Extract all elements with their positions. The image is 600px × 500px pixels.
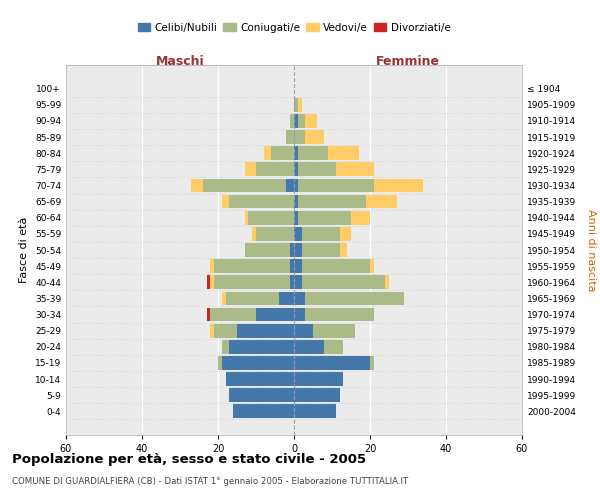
Bar [290, 260, 294, 273]
Bar [237, 324, 294, 338]
Bar [229, 340, 294, 353]
Bar [374, 178, 423, 192]
Legend: Celibi/Nubili, Coniugati/e, Vedovi/e, Divorziati/e: Celibi/Nubili, Coniugati/e, Vedovi/e, Di… [133, 18, 455, 36]
Bar [328, 146, 359, 160]
Bar [218, 356, 222, 370]
Bar [211, 324, 214, 338]
Bar [222, 292, 226, 306]
Bar [214, 276, 290, 289]
Bar [222, 340, 229, 353]
Bar [245, 162, 256, 176]
Y-axis label: Fasce di età: Fasce di età [19, 217, 29, 283]
Bar [294, 98, 298, 112]
Bar [294, 243, 302, 257]
Bar [245, 243, 290, 257]
Bar [233, 404, 294, 418]
Bar [294, 211, 298, 224]
Bar [302, 260, 370, 273]
Bar [226, 292, 279, 306]
Bar [245, 211, 248, 224]
Bar [370, 260, 374, 273]
Bar [305, 308, 374, 322]
Bar [211, 276, 214, 289]
Bar [263, 146, 271, 160]
Text: COMUNE DI GUARDIALFIERA (CB) - Dati ISTAT 1° gennaio 2005 - Elaborazione TUTTITA: COMUNE DI GUARDIALFIERA (CB) - Dati ISTA… [12, 478, 408, 486]
Bar [294, 194, 298, 208]
Text: Maschi: Maschi [155, 54, 205, 68]
Bar [206, 276, 211, 289]
Bar [302, 276, 385, 289]
Bar [294, 324, 313, 338]
Bar [256, 227, 294, 240]
Bar [305, 292, 404, 306]
Bar [305, 114, 317, 128]
Bar [298, 98, 302, 112]
Bar [226, 372, 294, 386]
Bar [271, 146, 294, 160]
Bar [214, 260, 290, 273]
Bar [290, 243, 294, 257]
Bar [298, 194, 366, 208]
Bar [211, 260, 214, 273]
Text: Femmine: Femmine [376, 54, 440, 68]
Bar [370, 356, 374, 370]
Bar [206, 308, 211, 322]
Bar [214, 324, 237, 338]
Bar [294, 404, 336, 418]
Bar [290, 276, 294, 289]
Bar [294, 114, 298, 128]
Text: Popolazione per età, sesso e stato civile - 2005: Popolazione per età, sesso e stato civil… [12, 452, 366, 466]
Bar [256, 162, 294, 176]
Bar [248, 211, 294, 224]
Bar [222, 194, 229, 208]
Bar [385, 276, 389, 289]
Bar [252, 227, 256, 240]
Bar [298, 178, 374, 192]
Bar [294, 162, 298, 176]
Bar [294, 388, 340, 402]
Bar [211, 308, 256, 322]
Bar [294, 146, 298, 160]
Bar [366, 194, 397, 208]
Bar [351, 211, 370, 224]
Bar [294, 260, 302, 273]
Bar [313, 324, 355, 338]
Bar [305, 130, 325, 144]
Bar [294, 372, 343, 386]
Bar [294, 308, 305, 322]
Bar [302, 243, 340, 257]
Bar [279, 292, 294, 306]
Bar [294, 276, 302, 289]
Bar [325, 340, 343, 353]
Bar [336, 162, 374, 176]
Bar [298, 162, 336, 176]
Bar [298, 146, 328, 160]
Bar [294, 292, 305, 306]
Bar [229, 388, 294, 402]
Bar [294, 130, 305, 144]
Bar [298, 114, 305, 128]
Bar [203, 178, 286, 192]
Bar [229, 194, 294, 208]
Bar [191, 178, 203, 192]
Bar [340, 243, 347, 257]
Bar [286, 130, 294, 144]
Bar [286, 178, 294, 192]
Bar [256, 308, 294, 322]
Y-axis label: Anni di nascita: Anni di nascita [586, 209, 596, 291]
Bar [290, 114, 294, 128]
Bar [298, 211, 351, 224]
Bar [294, 340, 325, 353]
Bar [294, 178, 298, 192]
Bar [302, 227, 340, 240]
Bar [340, 227, 351, 240]
Bar [294, 356, 370, 370]
Bar [222, 356, 294, 370]
Bar [294, 227, 302, 240]
